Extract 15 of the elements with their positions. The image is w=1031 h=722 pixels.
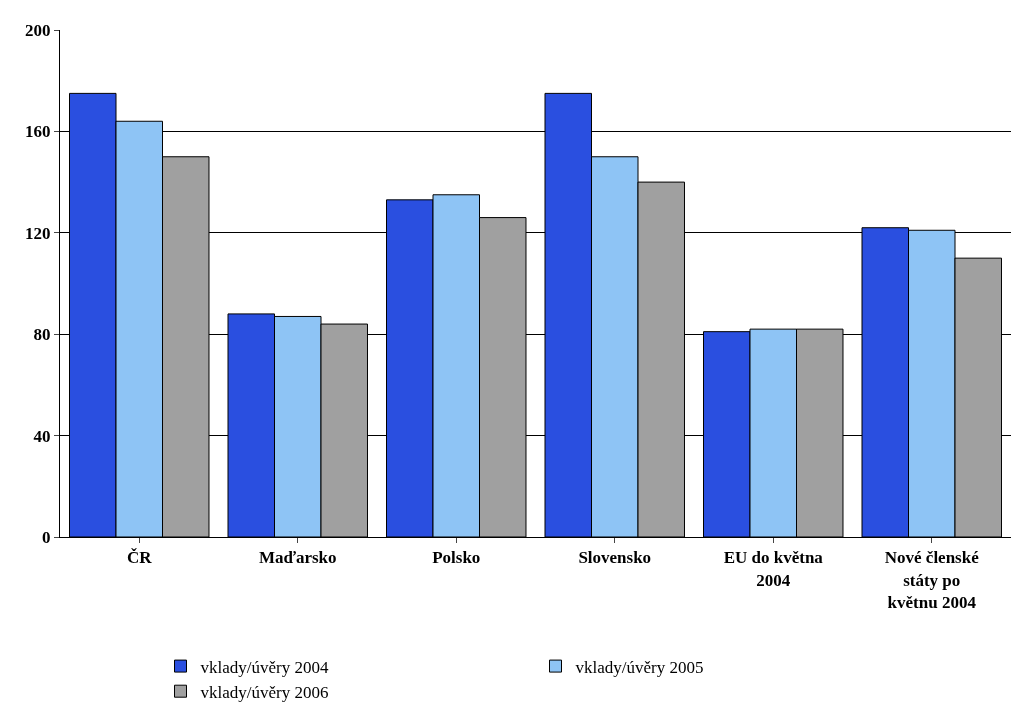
- x-tick-label: EU do května 2004: [723, 548, 824, 590]
- y-tick-label: 200: [25, 20, 51, 40]
- x-tick-label: ČR: [126, 548, 153, 568]
- y-tick-label: 0: [42, 527, 51, 547]
- legend-label: vklady/úvěry 2006: [200, 682, 329, 702]
- y-tick-label: 80: [33, 325, 51, 345]
- y-tick-label: 120: [25, 223, 51, 243]
- legend-label: vklady/úvěry 2005: [575, 657, 704, 677]
- y-tick-label: 160: [25, 122, 51, 142]
- legend-label: vklady/úvěry 2004: [200, 657, 329, 677]
- x-tick-label: Polsko: [432, 548, 481, 568]
- x-tick-label: Slovensko: [578, 548, 652, 568]
- x-tick-label: Nové členské státy po květnu 2004: [884, 548, 980, 612]
- y-tick-label: 40: [33, 426, 51, 446]
- x-tick-label: Maďarsko: [258, 548, 337, 568]
